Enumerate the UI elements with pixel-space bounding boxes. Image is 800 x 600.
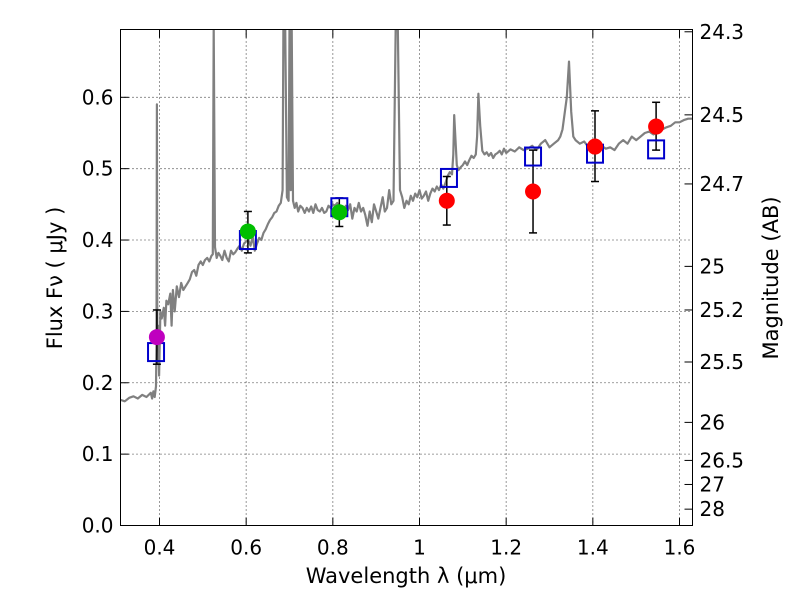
- data-layer: [120, 29, 693, 403]
- x-tick-label: 0.6: [230, 536, 262, 560]
- plot-area: [120, 29, 693, 526]
- y-tick-label: 0.6: [82, 85, 114, 109]
- model-square-marker: [647, 139, 666, 160]
- right-tick-label: 26.5: [700, 448, 745, 472]
- y-tick-label: 0.3: [82, 299, 114, 323]
- y-axis-label: Flux Fν ( μJy ): [43, 207, 67, 350]
- x-tick-label: 1.4: [577, 536, 609, 560]
- observed-point: [587, 138, 603, 155]
- x-tick-label: 1.2: [490, 536, 522, 560]
- right-tick-label: 24.3: [700, 20, 745, 44]
- model-square-marker: [439, 167, 458, 188]
- right-tick-label: 28: [700, 497, 725, 521]
- right-tick-label: 27: [700, 472, 725, 496]
- x-axis-label: Wavelength λ (μm): [306, 564, 507, 588]
- right-tick-label: 26: [700, 410, 725, 434]
- observed-point: [331, 204, 348, 221]
- observed-point: [239, 223, 256, 240]
- right-tick-label: 25: [700, 254, 725, 278]
- right-tick-label: 24.5: [700, 103, 745, 127]
- right-tick-label: 25.2: [700, 298, 745, 322]
- x-tick-label: 1: [413, 536, 426, 560]
- y-tick-label: 0.2: [82, 371, 114, 395]
- y-tick-label: 0.4: [82, 228, 114, 252]
- observed-point: [148, 329, 165, 346]
- y-tick-label: 0.0: [82, 514, 114, 538]
- observed-point: [438, 192, 455, 209]
- observed-point: [648, 118, 665, 135]
- x-tick-label: 0.4: [144, 536, 176, 560]
- y-tick-label: 0.5: [82, 157, 114, 181]
- y-tick-label: 0.1: [82, 442, 114, 466]
- model-square-marker: [524, 146, 543, 167]
- right-tick-label: 25.5: [700, 350, 745, 374]
- right-tick-label: 24.7: [700, 172, 745, 196]
- observed-point: [525, 183, 542, 200]
- plot-frame: [120, 29, 693, 526]
- x-tick-label: 1.6: [664, 536, 696, 560]
- x-tick-label: 0.8: [317, 536, 349, 560]
- axis-ticks: 0.4 0.6 0.8 1 1.2 1.4 1.6 0.0 0.1 0.2 0.3 0.4 0.5 0.6…: [82, 20, 744, 560]
- right-axis-label: Magnitude (AB): [759, 196, 783, 359]
